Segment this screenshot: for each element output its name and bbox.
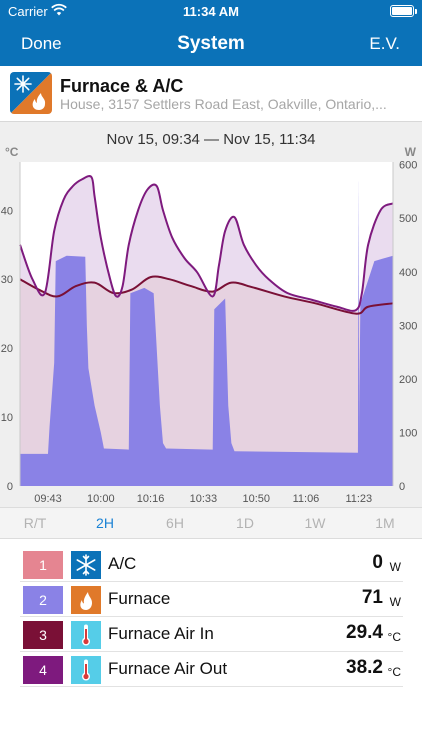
wifi-icon	[51, 3, 67, 16]
left-tick-label: 40	[1, 205, 13, 217]
furnace-ac-icon	[10, 72, 52, 114]
clock: 11:34 AM	[183, 4, 239, 19]
done-button[interactable]: Done	[21, 34, 62, 53]
x-tick-label: 10:16	[137, 493, 165, 505]
air-out-line	[19, 175, 394, 312]
right-tick-label: 300	[399, 320, 417, 332]
device-header[interactable]: Furnace & A/C House, 3157 Settlers Road …	[0, 66, 422, 122]
app-header: Carrier 11:34 AM Done System E.V.	[0, 0, 422, 66]
channel-value: 71	[361, 587, 383, 608]
left-tick-label: 10	[1, 412, 13, 424]
channel-value: 0	[372, 552, 383, 573]
status-bar: Carrier 11:34 AM	[0, 0, 422, 22]
right-tick-label: 200	[399, 374, 417, 386]
channel-unit: °C	[387, 630, 401, 644]
thermometer-icon	[71, 656, 101, 684]
air-in-line	[19, 275, 394, 315]
right-tick-label: 500	[399, 213, 417, 225]
carrier-label: Carrier	[8, 4, 48, 19]
channel-unit: W	[389, 560, 401, 574]
tab-1d[interactable]: 1D	[236, 515, 254, 531]
flame-icon	[71, 586, 101, 614]
tab-1w[interactable]: 1W	[304, 515, 326, 531]
channel-number-badge: 1	[23, 551, 63, 579]
left-tick-label: 30	[1, 274, 13, 286]
left-tick-label: 0	[7, 481, 13, 493]
x-tick-label: 09:43	[34, 493, 62, 505]
x-tick-label: 10:50	[242, 493, 270, 505]
channel-number-badge: 4	[23, 656, 63, 684]
air-in-area	[20, 276, 393, 486]
channel-row-ac[interactable]: 1 A/C 0 W	[20, 547, 403, 582]
device-name: Furnace & A/C	[60, 76, 184, 96]
snowflake-icon	[71, 551, 101, 579]
nav-bar: Done System E.V.	[0, 22, 422, 66]
left-axis-unit: °C	[5, 145, 19, 159]
right-tick-label: 100	[399, 427, 417, 439]
channel-name: Furnace	[108, 589, 171, 608]
channel-value: 29.4	[346, 622, 383, 643]
ev-button[interactable]: E.V.	[369, 34, 400, 53]
channel-value: 38.2	[346, 657, 383, 678]
channel-row-air-out[interactable]: 4 Furnace Air Out 38.2 °C	[20, 652, 403, 687]
channel-row-air-in[interactable]: 3 Furnace Air In 29.4 °C	[20, 617, 403, 652]
channel-unit: °C	[387, 665, 401, 679]
channel-name: A/C	[108, 554, 137, 573]
furnace-area	[20, 255, 393, 486]
right-axis-unit: W	[404, 145, 416, 159]
thermometer-icon	[71, 621, 101, 649]
tab-rt[interactable]: R/T	[23, 515, 47, 531]
channel-unit: W	[389, 595, 401, 609]
right-tick-label: 400	[399, 267, 417, 279]
channel-row-furnace[interactable]: 2 Furnace 71 W	[20, 582, 403, 617]
battery-icon	[390, 5, 417, 17]
tab-1m[interactable]: 1M	[375, 515, 395, 531]
x-tick-label: 10:33	[190, 493, 218, 505]
x-tick-label: 11:06	[293, 493, 320, 505]
channel-name: Furnace Air Out	[108, 659, 228, 678]
time-range: Nov 15, 09:34 — Nov 15, 11:34	[106, 131, 316, 148]
page-title: System	[177, 33, 245, 54]
tab-2h[interactable]: 2H	[96, 515, 114, 531]
right-tick-label: 600	[399, 160, 417, 172]
tab-6h[interactable]: 6H	[166, 515, 184, 531]
left-tick-label: 20	[1, 343, 13, 355]
device-location: House, 3157 Settlers Road East, Oakville…	[60, 96, 387, 112]
channel-number-badge: 2	[23, 586, 63, 614]
right-tick-label: 0	[399, 481, 405, 493]
x-tick-label: 11:23	[345, 493, 372, 505]
x-tick-label: 10:00	[87, 493, 115, 505]
channel-name: Furnace Air In	[108, 624, 214, 643]
range-tabs: R/T 2H 6H 1D 1W 1M	[0, 507, 422, 539]
furnace-spike	[357, 175, 360, 486]
channel-number-badge: 3	[23, 621, 63, 649]
